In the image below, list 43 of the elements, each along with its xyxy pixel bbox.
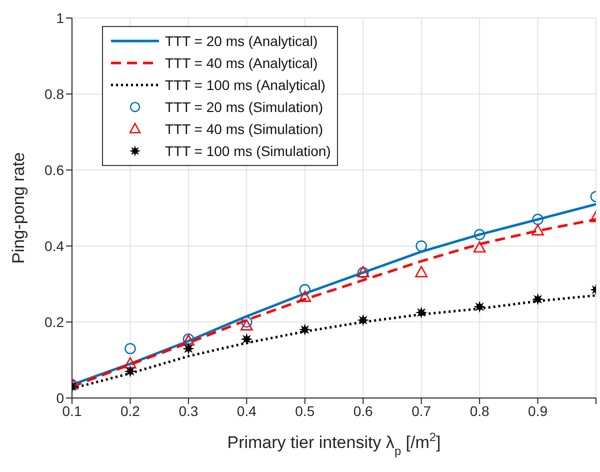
legend-label: TTT = 100 ms (Analytical): [165, 76, 326, 95]
x-tick-label: 0.7: [412, 402, 432, 419]
legend-label: TTT = 20 ms (Analytical): [165, 32, 318, 51]
point: [415, 266, 428, 278]
point: [358, 314, 368, 326]
x-tick-label: 0.5: [295, 402, 315, 419]
point: [299, 284, 311, 296]
point: [183, 343, 194, 354]
point: [532, 224, 544, 236]
y-tick-label: 0.2: [44, 314, 64, 330]
y-tick-label: 0: [56, 390, 64, 406]
point: [416, 307, 427, 318]
legend-label: TTT = 40 ms (Simulation): [165, 120, 324, 139]
y-tick-label: 0.8: [44, 86, 64, 102]
point: [241, 316, 252, 328]
point: [532, 214, 544, 226]
point: [124, 342, 136, 354]
y-tick-label: 1: [56, 10, 64, 26]
point: [473, 241, 486, 253]
x-tick-label: 0.1: [62, 402, 82, 419]
legend-label: TTT = 20 ms (Simulation): [165, 98, 324, 117]
point: [474, 228, 486, 240]
point: [124, 357, 136, 368]
x-tick-label: 0.2: [120, 402, 140, 419]
point: [300, 324, 310, 335]
x-tick-label: 0.6: [353, 402, 374, 419]
point: [241, 334, 252, 344]
point: [474, 302, 485, 312]
x-tick-label: 0.3: [178, 402, 198, 419]
x-axis-title: Primary tier intensity λ$_{p}$ [/m$^{2}$]: [227, 430, 441, 458]
point: [298, 290, 312, 302]
point: [532, 294, 544, 304]
legend-label: TTT = 40 ms (Analytical): [165, 54, 318, 73]
x-tick-label: 0.9: [528, 402, 548, 419]
point: [240, 319, 253, 330]
y-axis-title: Ping-pong rate: [9, 152, 28, 264]
y-tick-label: 0.4: [44, 238, 64, 254]
point: [416, 240, 427, 252]
x-tick-label: 0.8: [470, 402, 490, 419]
x-tick-label: 0.4: [236, 402, 257, 419]
legend-label: TTT = 100 ms (Simulation): [165, 142, 331, 161]
point: [124, 366, 136, 377]
y-tick-label: 0.6: [44, 162, 64, 178]
